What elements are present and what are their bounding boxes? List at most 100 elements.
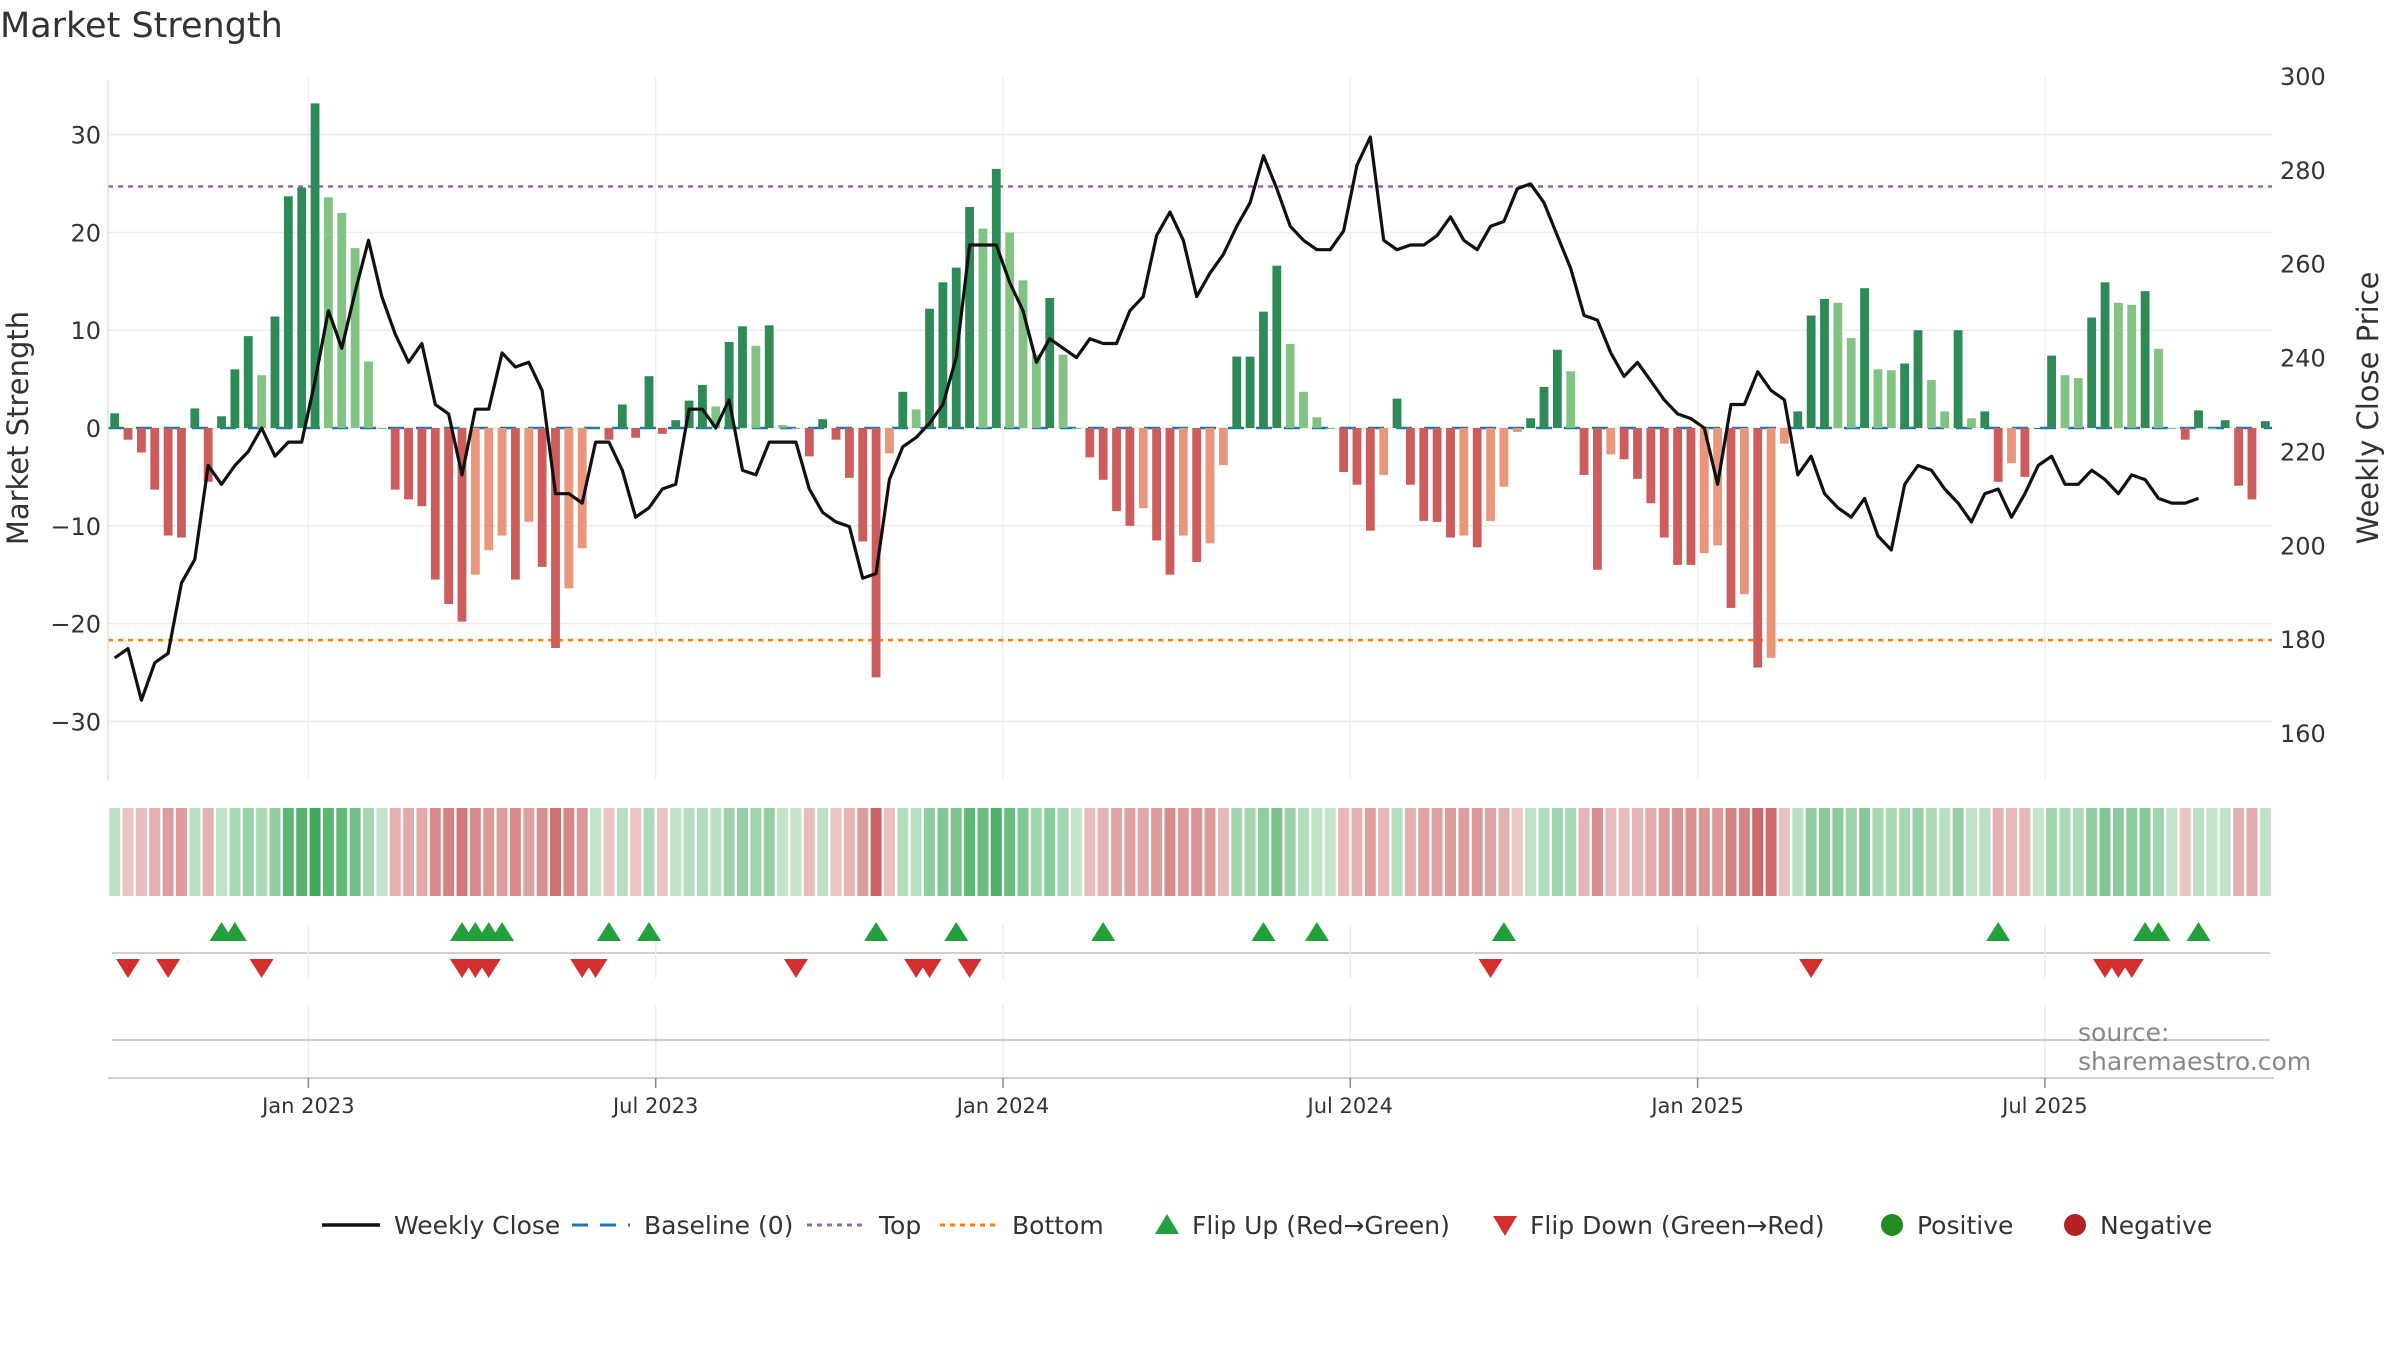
y-tick-left: −20 — [50, 611, 101, 639]
legend-label: Flip Up (Red→Green) — [1192, 1211, 1450, 1240]
heat-cell — [2193, 808, 2205, 896]
strength-bar — [257, 375, 267, 428]
heat-cell — [322, 808, 334, 896]
strength-bar — [1713, 428, 1723, 546]
strength-bar — [1606, 428, 1616, 455]
reference-lines — [108, 185, 2272, 642]
chart-title: Market Strength — [0, 6, 283, 46]
strength-bars — [110, 103, 2270, 678]
strength-bar — [2260, 421, 2270, 428]
legend-circle-icon — [1881, 1214, 1903, 1236]
strength-bar — [2060, 375, 2070, 428]
heat-cell — [2099, 808, 2111, 896]
source-note: source: sharemaestro.com — [2078, 1018, 2312, 1076]
strength-bar — [1820, 298, 1829, 428]
heat-cell — [443, 808, 455, 896]
heat-cell — [1137, 808, 1149, 896]
heat-cell — [403, 808, 415, 896]
heat-cell — [737, 808, 748, 896]
flip-down-marker — [583, 959, 608, 978]
heat-cell — [2006, 808, 2017, 896]
strength-bar — [804, 428, 814, 457]
heat-cell — [990, 808, 1002, 896]
legend-label: Positive — [1917, 1211, 2013, 1240]
strength-bar — [163, 428, 173, 536]
heat-cell — [883, 808, 895, 896]
strength-bar — [1005, 232, 1015, 428]
heat-cell — [2086, 808, 2098, 896]
strength-bar — [1739, 428, 1749, 595]
heat-cell — [1885, 808, 1897, 896]
strength-bar — [1926, 380, 1936, 428]
strength-bar — [1125, 428, 1135, 526]
strength-bar — [1512, 428, 1522, 432]
strength-bar — [1218, 428, 1228, 466]
heat-cell — [870, 808, 882, 896]
heat-cell — [1725, 808, 1737, 896]
strength-bar — [2167, 428, 2177, 429]
strength-bar — [898, 391, 908, 428]
strength-bar — [444, 428, 454, 604]
strength-bar — [1085, 428, 1095, 458]
heat-cell — [910, 808, 922, 896]
strength-bar — [2207, 428, 2217, 429]
heat-cell — [202, 808, 214, 896]
strength-bar — [1245, 356, 1255, 428]
strength-bar — [537, 428, 547, 567]
heat-cell — [1324, 808, 1336, 896]
heat-cell — [1618, 808, 1630, 896]
heat-cell — [282, 808, 294, 896]
heat-cell — [670, 808, 682, 896]
strength-bar — [1138, 428, 1148, 509]
strength-bar — [978, 228, 988, 428]
strength-bar — [1980, 411, 1990, 428]
flip-up-marker — [637, 922, 661, 941]
heat-cell — [1298, 808, 1310, 896]
strength-bar — [1392, 398, 1402, 428]
strength-bar — [644, 376, 654, 428]
heat-cell — [1458, 808, 1470, 896]
strength-bar — [1112, 428, 1121, 512]
x-tick-label: Jul 2023 — [611, 1094, 698, 1118]
heat-cell — [1111, 808, 1123, 896]
strength-bar — [858, 428, 868, 542]
strength-bar — [2100, 282, 2110, 428]
heat-cell — [1565, 808, 1577, 896]
y-tick-right: 280 — [2280, 157, 2326, 185]
strength-bar — [283, 196, 293, 428]
heat-cell — [977, 808, 989, 896]
strength-bar — [1325, 428, 1335, 429]
strength-bar — [551, 428, 560, 648]
y-tick-left: 0 — [86, 415, 101, 443]
strength-bar — [2140, 291, 2150, 428]
strength-bar — [604, 428, 614, 440]
strength-bar — [524, 428, 534, 522]
heat-cell — [189, 808, 201, 896]
heat-cell — [710, 808, 722, 896]
heat-cell — [1925, 808, 1937, 896]
strength-bar — [1045, 297, 1055, 428]
strength-bar — [631, 428, 641, 438]
y-tick-right: 200 — [2280, 532, 2326, 560]
x-tick-label: Jan 2024 — [955, 1094, 1050, 1118]
heat-cell — [2233, 808, 2245, 896]
strength-bar — [764, 325, 774, 428]
heat-cell — [1431, 808, 1443, 896]
strength-bar — [350, 248, 360, 428]
legend-label: Bottom — [1012, 1211, 1104, 1240]
heat-cell — [469, 808, 481, 896]
heat-cell — [1792, 808, 1804, 896]
strength-bar — [1993, 428, 2003, 482]
flip-up-marker — [944, 922, 969, 941]
strength-bar — [1098, 428, 1108, 480]
heat-cell — [1445, 808, 1456, 896]
heat-cell — [2019, 808, 2031, 896]
strength-bar — [965, 207, 975, 428]
strength-bar — [591, 428, 600, 429]
strength-bar — [671, 420, 681, 428]
flip-down-marker — [156, 959, 181, 978]
strength-bar — [150, 428, 160, 490]
strength-bar — [831, 428, 841, 440]
heat-cell — [1979, 808, 1991, 896]
